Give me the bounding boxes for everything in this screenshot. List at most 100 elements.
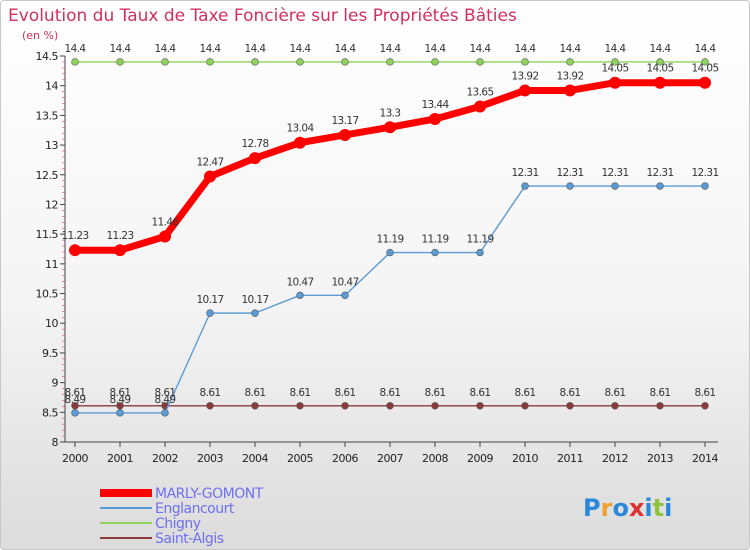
legend-entry: Saint-Algis: [155, 531, 224, 547]
data-label: 10.47: [286, 276, 313, 288]
y-tick-label: 8: [52, 436, 59, 449]
data-label: 8.61: [380, 387, 401, 399]
data-point: [701, 402, 709, 410]
data-point: [701, 58, 709, 66]
data-point: [69, 244, 81, 257]
data-point: [611, 402, 619, 410]
x-tick-label: 2001: [107, 452, 133, 465]
data-point: [566, 58, 574, 66]
data-point: [519, 84, 531, 97]
series-marly-gomont: [69, 76, 711, 257]
data-label: 11.23: [106, 230, 133, 242]
data-label: 12.78: [241, 138, 268, 150]
data-label: 14.05: [646, 63, 673, 75]
series-englancourt: [71, 182, 709, 417]
data-labels: 8.61 8.61 8.61 8.61 8.61 8.61 8.61 8.61 8.61 8.61…: [61, 43, 719, 406]
data-label: 12.31: [511, 167, 538, 179]
data-point: [386, 248, 394, 257]
data-label: 14.4: [65, 43, 87, 55]
data-point: [116, 58, 124, 66]
data-point: [71, 402, 79, 410]
data-point: [654, 76, 666, 89]
data-label: 14.4: [470, 43, 492, 55]
data-label: 14.4: [425, 43, 447, 55]
x-tick-label: 2012: [602, 452, 628, 465]
data-point: [609, 76, 621, 89]
data-point: [566, 402, 574, 410]
logo-letter: i: [664, 494, 672, 522]
data-point: [296, 291, 304, 300]
data-point: [476, 58, 484, 66]
data-label: 10.17: [196, 294, 223, 306]
legend-entry: Englancourt: [155, 501, 235, 517]
data-point: [386, 58, 394, 66]
data-label: 8.61: [65, 387, 86, 399]
y-tick-label: 14.5: [36, 50, 59, 63]
y-tick-label: 13.5: [36, 109, 59, 122]
proxiti-logo: Proxiti: [583, 494, 672, 522]
data-label: 8.61: [560, 387, 581, 399]
data-label: 12.47: [196, 157, 223, 169]
data-label: 13.3: [380, 107, 401, 119]
y-tick-label: 11.5: [36, 228, 59, 241]
data-label: 14.4: [245, 43, 267, 55]
data-label: 12.31: [556, 167, 583, 179]
data-label: 12.31: [691, 167, 718, 179]
x-tick-label: 2003: [197, 452, 223, 465]
data-label: 14.4: [695, 43, 717, 55]
data-point: [476, 402, 484, 410]
data-point: [116, 402, 124, 410]
series-layer: [69, 58, 711, 417]
y-tick-label: 8.5: [42, 406, 58, 419]
data-label: 14.4: [650, 43, 672, 55]
data-label: 14.4: [515, 43, 537, 55]
series-chigny: [71, 58, 709, 66]
x-tick-label: 2007: [377, 452, 403, 465]
legend-entry: MARLY-GOMONT: [155, 486, 264, 502]
y-tick-label: 14: [45, 80, 58, 93]
axes: [62, 55, 718, 443]
data-point: [251, 402, 259, 410]
x-tick-label: 2013: [647, 452, 673, 465]
data-label: 8.49: [65, 394, 86, 406]
x-tick-label: 2005: [287, 452, 313, 465]
data-point: [566, 182, 574, 190]
data-label: 14.4: [155, 43, 177, 55]
x-tick-label: 2014: [692, 452, 718, 465]
data-point: [206, 309, 214, 317]
y-axis-unit: (en %): [22, 29, 58, 42]
data-label: 13.65: [466, 86, 493, 98]
data-label: 8.49: [155, 394, 176, 406]
data-label: 8.61: [245, 387, 266, 399]
data-label: 8.61: [155, 387, 176, 399]
logo-letter: P: [583, 494, 601, 522]
data-label: 8.61: [695, 387, 716, 399]
data-point: [251, 58, 259, 66]
data-point: [71, 58, 79, 66]
data-point: [161, 58, 169, 66]
data-point: [161, 409, 169, 417]
data-point: [656, 58, 664, 66]
data-point: [206, 402, 214, 410]
data-label: 8.61: [110, 387, 131, 399]
x-ticks: 2000 2001 2002 2003 2004 2005 2006 2007 2008 2009…: [62, 442, 719, 465]
data-point: [71, 409, 79, 417]
y-tick-label: 10.5: [36, 288, 59, 301]
data-label: 8.61: [335, 387, 356, 399]
data-label: 14.4: [380, 43, 402, 55]
y-tick-label: 9: [52, 377, 59, 390]
data-point: [431, 248, 439, 257]
data-label: 13.04: [286, 123, 314, 135]
logo-letter: o: [612, 494, 629, 522]
x-tick-label: 2009: [467, 452, 493, 465]
y-tick-label: 11: [45, 258, 58, 271]
data-label: 14.4: [200, 43, 222, 55]
data-label: 14.05: [601, 63, 628, 75]
legend-entry: Chigny: [155, 516, 201, 532]
data-label: 8.61: [200, 387, 221, 399]
data-label: 11.46: [151, 217, 179, 229]
data-label: 8.61: [605, 387, 626, 399]
data-point: [116, 409, 124, 417]
